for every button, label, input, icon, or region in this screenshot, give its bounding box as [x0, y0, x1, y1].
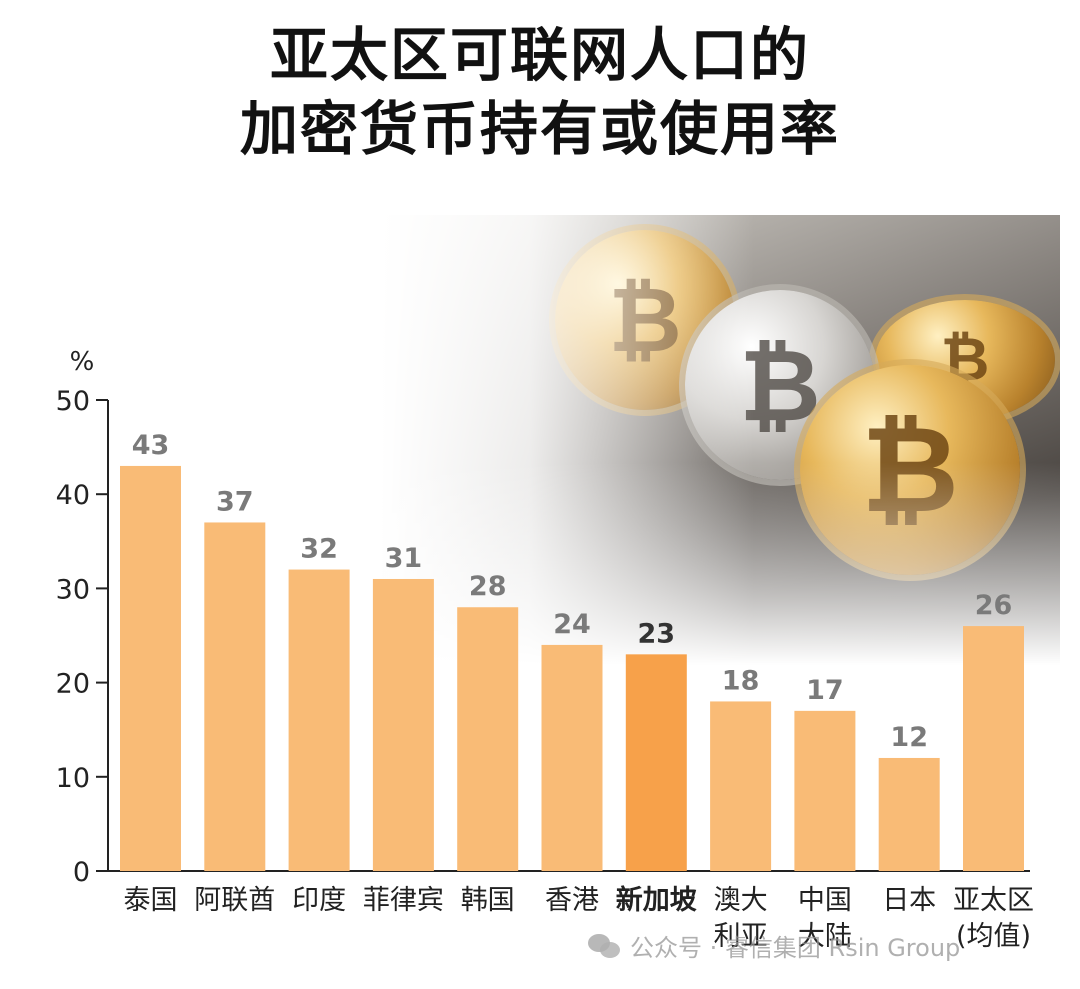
wechat-icon — [588, 932, 622, 960]
bitcoin-photo: ₿ ₿ ₿ ₿ — [380, 215, 1060, 665]
watermark-text: 公众号 · 睿信集团 Rsin Group — [630, 934, 961, 962]
watermark: 公众号 · 睿信集团 Rsin Group — [588, 928, 960, 963]
data-label: 24 — [553, 609, 591, 640]
bar — [625, 654, 687, 871]
x-tick-label: 日本 — [882, 885, 936, 916]
bar — [710, 701, 772, 871]
x-tick-label: 澳大 — [714, 885, 768, 916]
data-label: 12 — [890, 722, 928, 753]
x-tick-label: 香港 — [545, 885, 599, 916]
bar — [457, 607, 519, 871]
bar — [541, 644, 603, 871]
y-axis-label: % — [70, 347, 95, 377]
x-tick-label: 阿联酋 — [194, 885, 275, 916]
data-label: 28 — [469, 571, 507, 602]
data-label: 23 — [638, 618, 676, 649]
data-label: 32 — [300, 534, 338, 565]
x-tick-label: 新加坡 — [616, 884, 697, 916]
y-tick-label: 50 — [56, 386, 90, 417]
data-label: 37 — [216, 486, 254, 517]
bar — [963, 626, 1024, 871]
data-label: 31 — [385, 543, 423, 574]
x-tick-label: 印度 — [292, 885, 346, 916]
x-tick-label: 亚太区 — [953, 885, 1034, 916]
y-tick-label: 10 — [56, 763, 90, 794]
title-line-1: 亚太区可联网人口的 — [269, 21, 810, 89]
y-tick-label: 20 — [56, 669, 90, 700]
x-tick-label: 菲律宾 — [363, 885, 444, 916]
bar — [878, 757, 940, 871]
bar — [372, 578, 434, 871]
x-tick-label: 中国 — [798, 885, 852, 916]
y-tick-label: 40 — [56, 480, 90, 511]
data-label: 17 — [806, 675, 844, 706]
y-tick-label: 0 — [73, 857, 90, 888]
x-tick-label: 大陆 — [798, 921, 852, 952]
x-tick-label: 利亚 — [714, 921, 768, 952]
bar — [794, 710, 856, 871]
y-tick-label: 30 — [56, 574, 90, 605]
data-label: 26 — [975, 590, 1013, 621]
title-line-2: 加密货币持有或使用率 — [239, 95, 840, 163]
x-tick-label: 韩国 — [461, 885, 515, 916]
data-label: 18 — [722, 665, 760, 696]
bar — [288, 569, 350, 871]
x-tick-label: (均值) — [956, 921, 1031, 952]
x-tick-label: 泰国 — [124, 885, 178, 916]
bar — [204, 522, 266, 871]
chart-title: 亚太区可联网人口的 加密货币持有或使用率 — [0, 18, 1080, 166]
bar — [120, 465, 181, 871]
data-label: 43 — [132, 430, 170, 461]
